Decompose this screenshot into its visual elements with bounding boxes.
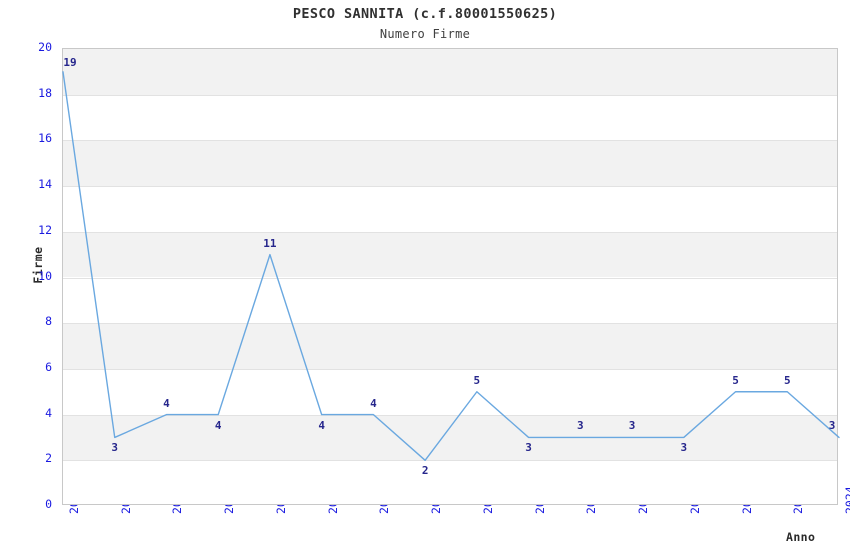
data-label: 3: [525, 441, 532, 455]
gridline: [63, 415, 837, 416]
data-label: 2: [421, 464, 429, 478]
gridline: [63, 232, 837, 233]
data-label: 3: [577, 419, 584, 433]
y-tick-label: 4: [45, 405, 52, 420]
y-tick-label: 0: [45, 497, 52, 511]
data-label: 5: [783, 373, 791, 387]
chart-title: PESCO SANNITA (c.f.80001550625): [292, 6, 558, 22]
data-label: 3: [111, 441, 119, 455]
y-tick-label: 12: [38, 222, 52, 237]
series-polyline: [62, 71, 840, 461]
y-tick-label: 2: [45, 451, 52, 466]
data-label: 4: [370, 396, 377, 410]
data-label: 5: [473, 373, 481, 387]
gridline: [63, 369, 837, 370]
data-label: 19: [63, 55, 77, 69]
plot-band: [63, 323, 837, 369]
data-label: 3: [628, 419, 636, 433]
x-axis-title: Anno: [786, 530, 816, 544]
data-label: 5: [732, 373, 739, 387]
y-tick-label: 20: [38, 40, 52, 54]
plot-area: 19 3 4 4 11 4 4 2 5 3 3 3 3 5 5 3: [62, 48, 840, 505]
data-label: 4: [318, 418, 325, 432]
data-label: 3: [680, 441, 688, 455]
plot-band: [63, 414, 837, 461]
gridline: [63, 278, 837, 279]
line-series: [62, 71, 840, 461]
gridline: [63, 460, 837, 461]
gridline: [63, 95, 837, 96]
data-label: 3: [828, 419, 836, 433]
data-label: 4: [214, 418, 222, 432]
gridline: [63, 140, 837, 141]
y-tick-label: 14: [38, 177, 52, 192]
x-tick-label: 2024: [843, 486, 850, 514]
y-tick-label: 8: [45, 314, 52, 329]
data-label: 11: [263, 236, 277, 250]
chart-subtitle: Numero Firme: [379, 27, 471, 41]
gridline: [63, 186, 837, 187]
y-tick-label: 6: [45, 359, 52, 374]
y-tick-label: 18: [38, 85, 52, 100]
y-axis-title: Firme: [31, 246, 45, 284]
y-tick-label: 16: [38, 131, 52, 146]
data-label: 4: [163, 396, 170, 410]
y-tick-label: 10: [38, 268, 52, 283]
plot-band: [63, 49, 837, 95]
plot-band: [63, 140, 837, 187]
gridline: [63, 323, 837, 324]
plot-band: [63, 231, 837, 278]
